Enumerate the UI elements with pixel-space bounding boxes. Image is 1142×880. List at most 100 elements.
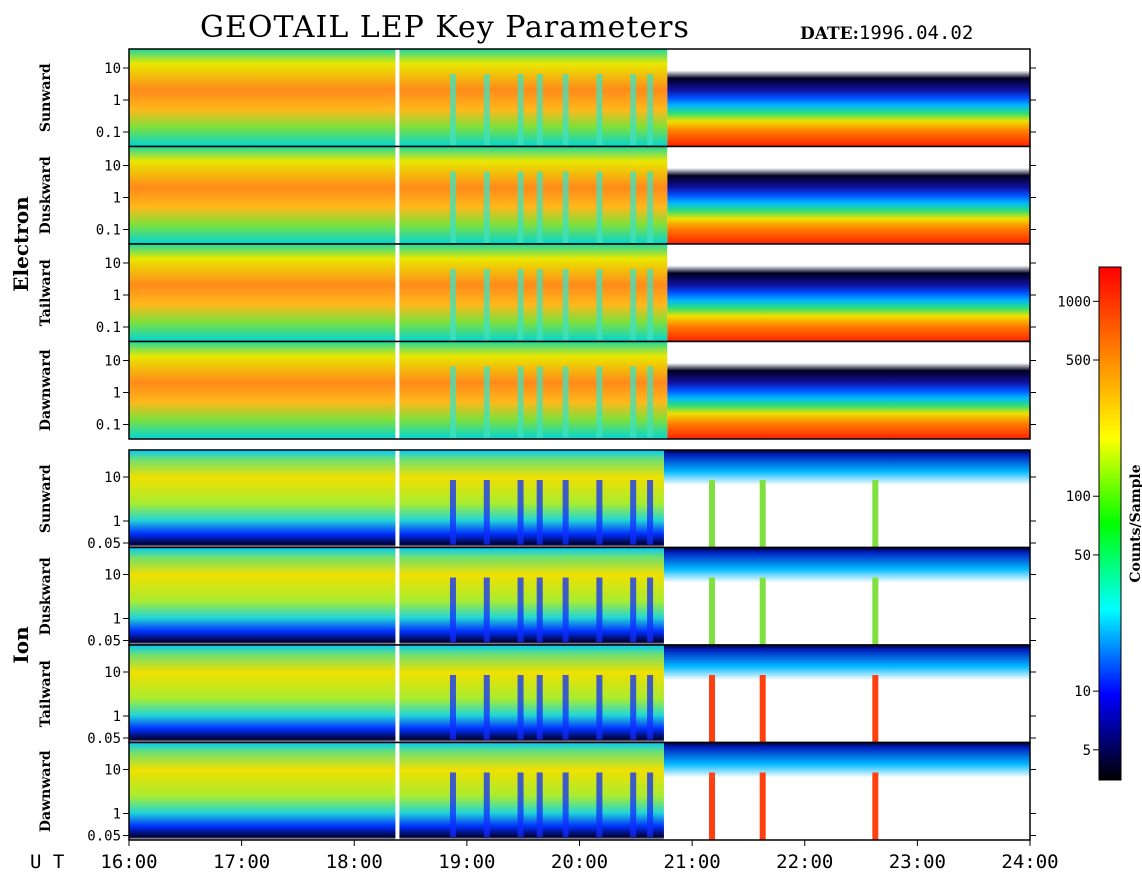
group-label: Ion (9, 626, 33, 664)
intensity-dip (483, 171, 490, 244)
y-tick-label: 1 (113, 288, 121, 304)
x-tick-label: 18:00 (326, 851, 383, 873)
intensity-dip (562, 577, 569, 642)
intensity-dip (449, 171, 456, 244)
colorbar (1098, 266, 1122, 781)
x-axis-prefix: U T (30, 851, 64, 873)
intensity-dip (483, 577, 490, 642)
intensity-dip (536, 772, 543, 837)
intensity-dip (517, 269, 524, 342)
intensity-dip (536, 269, 543, 342)
y-tick-label: 0.1 (96, 125, 121, 141)
intensity-dip (562, 675, 569, 740)
intensity-dip (536, 74, 543, 147)
y-tick-label: 0.1 (96, 320, 121, 336)
panel-ion-tailward: 10 1 0.05 (87, 644, 1036, 747)
intensity-dip (630, 480, 637, 545)
colorbar-tick-label: 100 (1066, 489, 1091, 505)
intensity-dip (517, 675, 524, 740)
intensity-dip (596, 577, 603, 642)
intensity-dip (483, 772, 490, 837)
x-tick-label: 19:00 (438, 851, 495, 873)
intensity-dip (647, 269, 654, 342)
x-tick-label: 21:00 (664, 851, 721, 873)
intensity-dip (517, 480, 524, 545)
intensity-dip (647, 480, 654, 545)
ion-spike (872, 675, 879, 743)
data-gap-line (395, 547, 400, 645)
ion-spike (759, 772, 766, 840)
intensity-dip (483, 74, 490, 147)
spectrum-late (663, 547, 1030, 645)
intensity-dip (647, 74, 654, 147)
spectrum-late (663, 450, 1030, 548)
intensity-dip (630, 171, 637, 244)
intensity-dip (630, 675, 637, 740)
intensity-dip (647, 171, 654, 244)
intensity-dip (596, 366, 603, 439)
panel-label: Dawnward (38, 349, 54, 431)
intensity-dip (517, 171, 524, 244)
intensity-dip (449, 772, 456, 837)
intensity-dip (562, 772, 569, 837)
panel-label: Tailward (38, 660, 54, 727)
intensity-dip (483, 675, 490, 740)
intensity-dip (596, 675, 603, 740)
panel-ion-sunward: 10 1 0.05 (87, 449, 1036, 552)
spectrum-late (667, 49, 1030, 147)
ion-spike (709, 675, 716, 743)
ion-spike (872, 480, 879, 548)
intensity-dip (449, 675, 456, 740)
y-tick-label: 1 (113, 807, 121, 823)
data-gap-line (395, 341, 400, 439)
ion-spike (872, 577, 879, 645)
data-gap-line (395, 244, 400, 342)
intensity-dip (647, 577, 654, 642)
data-gap-line (395, 146, 400, 244)
intensity-dip (483, 366, 490, 439)
x-tick-label: 16:00 (100, 851, 157, 873)
intensity-dip (449, 74, 456, 147)
y-tick-label: 0.1 (96, 418, 121, 434)
y-tick-label: 1 (113, 612, 121, 628)
ion-spike (759, 675, 766, 743)
intensity-dip (647, 366, 654, 439)
ion-spike (872, 772, 879, 840)
y-tick-label: 10 (104, 665, 121, 681)
panel-label: Sunward (38, 63, 54, 132)
x-tick-label: 22:00 (776, 851, 833, 873)
y-tick-label: 1 (113, 386, 121, 402)
panel-ion-duskward: 10 1 0.05 (87, 546, 1036, 650)
spectrum-late (667, 244, 1030, 342)
date-readout: DATE:1996.04.02 (800, 22, 973, 44)
intensity-dip (483, 269, 490, 342)
intensity-dip (536, 480, 543, 545)
colorbar-tick-label: 1000 (1057, 294, 1091, 310)
y-tick-label: 1 (113, 709, 121, 725)
intensity-dip (562, 269, 569, 342)
y-tick-label: 10 (104, 354, 121, 370)
group-label: Electron (9, 196, 33, 292)
ion-spike (759, 577, 766, 645)
date-value: 1996.04.02 (858, 22, 974, 44)
panel-label: Tailward (38, 259, 54, 326)
intensity-dip (596, 269, 603, 342)
intensity-dip (449, 269, 456, 342)
panel-label: Duskward (38, 156, 54, 234)
intensity-dip (517, 366, 524, 439)
y-tick-label: 0.1 (96, 223, 121, 239)
ion-spike (709, 577, 716, 645)
y-tick-label: 10 (104, 256, 121, 272)
x-tick-label: 17:00 (213, 851, 270, 873)
ion-spike (709, 772, 716, 840)
spectrum-late (663, 645, 1030, 743)
data-gap-line (395, 742, 400, 840)
intensity-dip (596, 171, 603, 244)
intensity-dip (536, 171, 543, 244)
spectrum-late (667, 341, 1030, 439)
intensity-dip (449, 577, 456, 642)
intensity-dip (562, 480, 569, 545)
intensity-dip (630, 74, 637, 147)
y-tick-label: 0.05 (87, 536, 121, 552)
